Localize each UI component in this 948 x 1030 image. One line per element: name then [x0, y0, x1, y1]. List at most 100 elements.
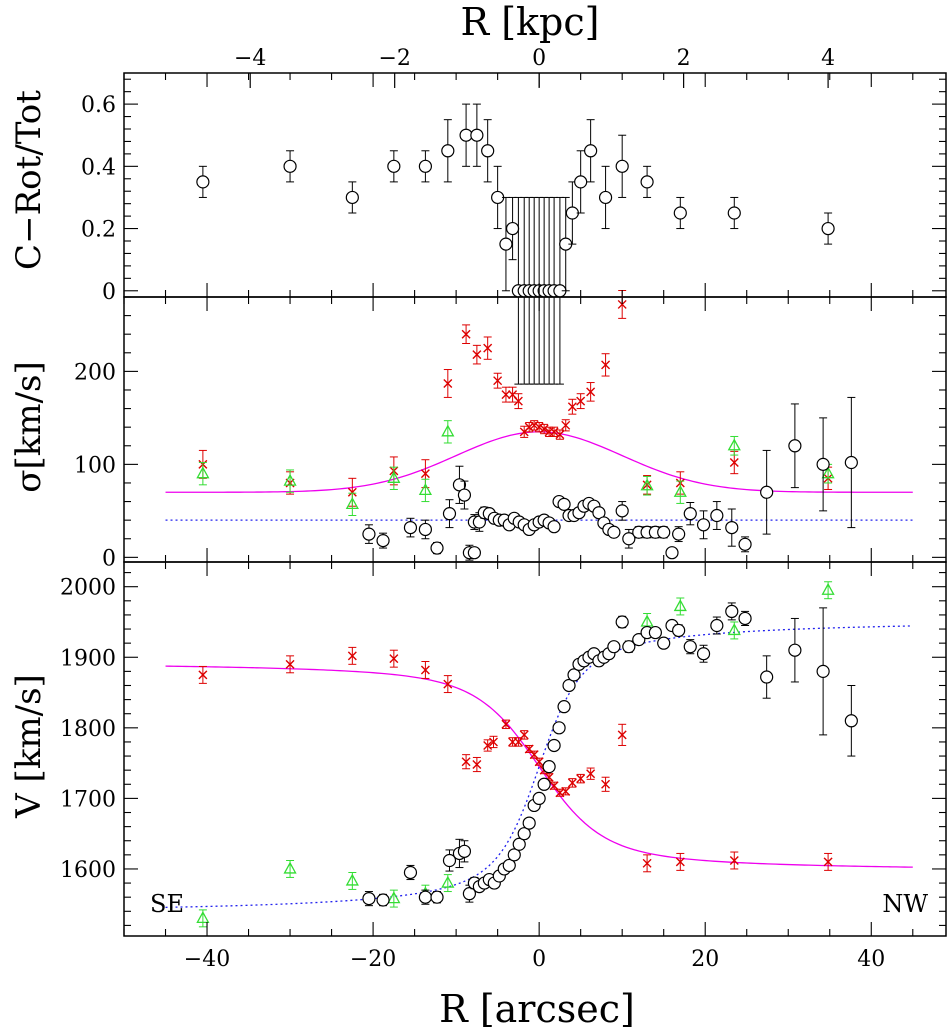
data-point-circle: [547, 520, 561, 534]
circle-marker: [481, 144, 495, 158]
circle-marker: [517, 827, 531, 841]
cross-stroke: [729, 855, 739, 865]
circle-marker: [844, 714, 858, 728]
data-point-cross: [443, 369, 453, 398]
data-point-cross: [501, 719, 511, 730]
cross-stroke: [420, 665, 430, 675]
cross-stroke: [483, 740, 493, 750]
circle-marker: [760, 485, 774, 499]
circle-marker: [283, 159, 297, 173]
data-point-triangle: [441, 420, 455, 444]
data-point-circle: [738, 536, 752, 553]
cross-stroke: [549, 427, 559, 437]
circle-marker: [665, 546, 679, 560]
data-point-triangle: [640, 475, 654, 496]
y-tick-label: 100: [74, 453, 116, 478]
triangle-marker: [821, 582, 835, 595]
panel2-ylabel: σ[km/s]: [9, 361, 49, 492]
data-point-circle: [788, 403, 802, 489]
data-point-circle: [725, 508, 739, 547]
data-point-triangle: [345, 492, 359, 517]
data-point-circle: [418, 889, 432, 905]
circle-marker: [607, 525, 621, 539]
data-points-layer: [196, 103, 858, 928]
cross-stroke: [561, 786, 571, 796]
data-point-circle: [470, 103, 484, 167]
data-point-cross: [555, 429, 565, 440]
y-tick-label: 200: [74, 360, 116, 385]
cross-stroke: [501, 390, 511, 400]
data-point-circle: [567, 668, 581, 682]
y-tick-label: 0.2: [81, 218, 116, 243]
triangle-marker: [821, 466, 835, 479]
circle-marker: [562, 678, 576, 693]
circle-marker: [441, 144, 455, 158]
data-point-circle: [481, 119, 495, 183]
data-point-circle: [632, 633, 646, 647]
data-point-cross: [508, 386, 518, 403]
data-point-circle: [345, 181, 359, 214]
data-point-circle: [502, 858, 516, 873]
data-point-circle: [403, 864, 418, 881]
data-point-cross: [729, 851, 739, 870]
data-point-cross: [549, 781, 559, 791]
cross-stroke: [501, 719, 511, 729]
data-point-circle: [622, 640, 636, 654]
data-point-circle: [672, 526, 686, 543]
data-point-cross: [823, 852, 833, 871]
data-point-cross: [347, 646, 357, 665]
cross-stroke: [472, 760, 482, 770]
data-point-circle: [559, 196, 573, 292]
data-point-circle: [738, 610, 752, 627]
circle-marker: [557, 700, 571, 714]
cross-stroke: [617, 299, 627, 309]
data-point-circle: [459, 103, 473, 167]
cross-stroke: [555, 430, 565, 440]
circle-marker: [725, 604, 739, 618]
panel1-ylabel: C−Rot/Tot: [9, 90, 49, 270]
circle-marker: [648, 625, 662, 640]
circle-marker: [467, 546, 481, 560]
data-point-triangle: [387, 466, 401, 490]
data-point-circle: [532, 791, 546, 805]
data-point-circle: [362, 524, 376, 544]
data-point-circle: [696, 644, 711, 663]
axes-layer: −4 −2 0 2 400.20.40.601002001600170018001900…: [60, 46, 946, 972]
data-point-cross: [534, 757, 544, 767]
data-point-circle: [557, 700, 571, 714]
circle-marker: [547, 738, 561, 753]
data-point-circle: [696, 510, 711, 540]
data-point-circle: [418, 150, 432, 183]
data-point-circle: [816, 607, 830, 736]
circle-marker: [672, 623, 686, 638]
y-tick-label: 1600: [60, 858, 116, 883]
data-point-circle: [562, 678, 576, 693]
triangle-marker: [196, 911, 210, 924]
circle-marker: [725, 520, 739, 535]
circle-marker: [615, 504, 629, 518]
cross-stroke: [519, 730, 529, 740]
data-point-circle: [505, 196, 520, 261]
data-point-triangle: [441, 874, 455, 893]
data-point-circle: [607, 640, 621, 654]
cross-stroke: [823, 857, 833, 867]
cross-stroke: [347, 651, 357, 661]
circle-marker: [345, 190, 359, 205]
data-point-circle: [788, 617, 802, 683]
cross-stroke: [524, 422, 534, 432]
x-tick-label: −20: [350, 947, 396, 972]
cross-stroke: [443, 679, 453, 689]
data-point-circle: [615, 615, 629, 629]
data-point-cross: [561, 786, 571, 796]
data-point-triangle: [196, 462, 210, 486]
circle-marker: [710, 618, 724, 633]
data-point-cross: [601, 353, 611, 377]
data-point-cross: [555, 788, 565, 798]
y-tick-label: 1800: [60, 717, 116, 742]
cross-stroke: [488, 737, 498, 747]
circle-marker: [710, 508, 724, 523]
data-point-circle: [552, 721, 566, 735]
circle-marker: [362, 891, 376, 906]
circle-marker: [376, 534, 390, 548]
